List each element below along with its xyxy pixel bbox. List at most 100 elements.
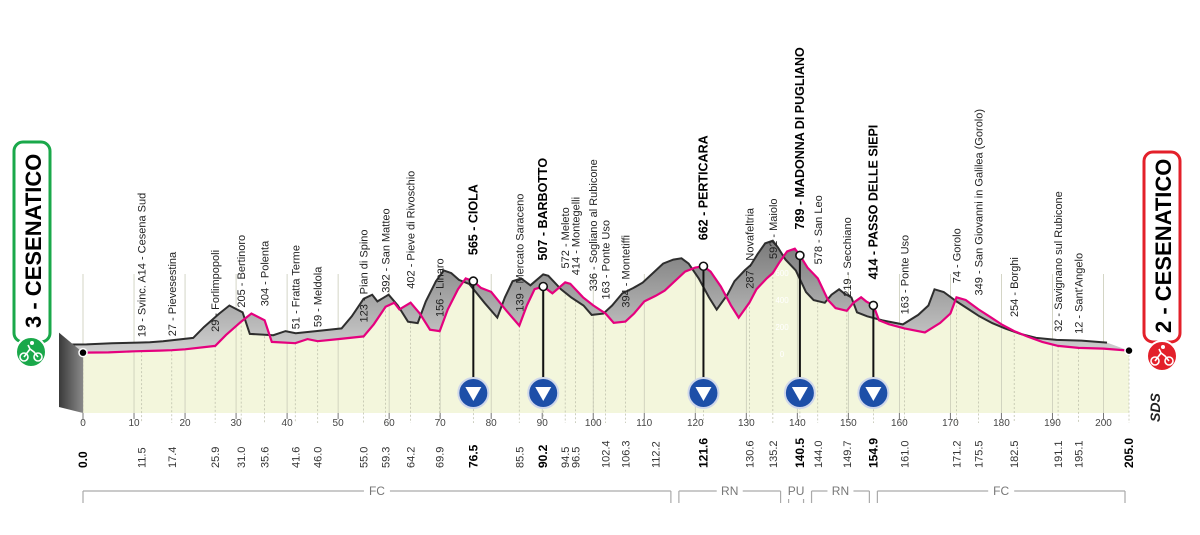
km-marker-label: 35.6 [260, 447, 272, 468]
start-point [78, 347, 88, 358]
place-label: 789 - MADONNA DI PUGLIANO [793, 47, 807, 229]
gpm-triangle-icon [465, 387, 482, 401]
climb-summit-dot [698, 261, 709, 272]
distance-tick-label: 130 [738, 418, 755, 429]
region-label: RN [721, 484, 738, 498]
sds-logo: SDS [1147, 393, 1163, 422]
km-marker-label: 140.5 [793, 438, 807, 468]
start-badge-label: 3 - CESENATICO [21, 154, 46, 328]
km-marker-label: 17.4 [167, 447, 179, 468]
distance-tick-label: 170 [942, 418, 959, 429]
distance-tick-label: 100 [585, 418, 602, 429]
distance-tick-label: 180 [993, 418, 1010, 429]
distance-tick-label: 30 [231, 418, 243, 429]
place-label: 74 - Gorolo [952, 228, 964, 283]
place-label: 414 - PASSO DELLE SIEPI [866, 125, 880, 280]
place-label: 565 - CIOLA [466, 184, 480, 255]
place-label: 254 - Borghi [1009, 257, 1021, 317]
distance-tick-label: 90 [537, 418, 549, 429]
km-marker-label: 144.0 [813, 440, 825, 468]
place-label: 27 - Pievesestina [167, 251, 179, 336]
region-label-bg [827, 485, 854, 499]
distance-tick-label: 140 [789, 418, 806, 429]
distance-tick-label: 70 [435, 418, 447, 429]
km-marker-label: 59.3 [381, 447, 393, 468]
distance-tick-label: 10 [128, 418, 140, 429]
elevation-tick-label: 600 [775, 269, 789, 278]
place-label: 51 - Fratta Terme [290, 245, 302, 329]
climb-summit-dot [795, 250, 805, 261]
distance-tick-label: 60 [384, 418, 396, 429]
km-marker-label: 149.7 [842, 440, 854, 468]
place-label: 12 - Sant'Angelo [1073, 253, 1085, 334]
cyclist-finish-icon [1146, 340, 1178, 372]
place-label: 662 - PERTICARA [696, 135, 710, 240]
place-label: 163 - Ponte Uso [600, 220, 612, 300]
elevation-tick-label: 400 [775, 296, 789, 305]
elevation-tick-label: 200 [775, 323, 789, 332]
elevation-tick-label: 0 [780, 350, 785, 359]
distance-tick-label: 0 [80, 418, 86, 429]
finish-badge: 2 - CESENATICO [1142, 150, 1182, 372]
distance-tick-label: 120 [687, 418, 704, 429]
km-marker-label: 205.0 [1122, 438, 1136, 468]
climb-summit-dot [868, 300, 879, 311]
gpm-triangle-icon [535, 387, 552, 401]
place-label: 32 - Savignano sul Rubicone [1053, 191, 1065, 332]
distance-tick-label: 40 [282, 418, 294, 429]
distance-tick-label: 160 [891, 418, 908, 429]
place-label: 156 - Linaro [435, 258, 447, 317]
place-label: 414 - Montegelli [570, 197, 582, 275]
place-label: 402 - Pieve di Rivoschio [406, 171, 418, 289]
km-marker-label: 135.2 [768, 440, 780, 468]
terrain-start-wall [59, 332, 83, 413]
km-marker-label: 171.2 [952, 440, 964, 468]
place-label: 507 - BARBOTTO [536, 158, 550, 261]
distance-tick-label: 150 [840, 418, 857, 429]
km-marker-label: 76.5 [466, 444, 480, 468]
profile-field-area [83, 248, 1129, 413]
place-label: 304 - Polenta [260, 240, 272, 306]
finish-badge-label: 2 - CESENATICO [1151, 159, 1176, 333]
place-label: 123 - Pian di Spino [359, 229, 371, 322]
km-marker-label: 106.3 [620, 440, 632, 468]
km-marker-label: 46.0 [313, 447, 325, 468]
km-marker-label: 31.0 [236, 447, 248, 468]
climb-summit-dot [468, 276, 479, 286]
distance-tick-label: 80 [486, 418, 498, 429]
km-markers: 0.0 11.5 17.4 25.9 31.0 35.6 41.6 46.0 55.0 59.3 6… [76, 438, 1136, 468]
km-marker-label: 64.2 [406, 447, 418, 468]
distance-tick-label: 200 [1095, 418, 1112, 429]
km-marker-label: 161.0 [899, 440, 911, 468]
region-label: FC [993, 484, 1009, 498]
region-label: FC [369, 484, 385, 498]
km-marker-label: 121.6 [696, 438, 710, 468]
gpm-triangle-icon [791, 387, 808, 401]
km-marker-label: 112.2 [650, 441, 662, 468]
distance-tick-label: 50 [333, 418, 345, 429]
km-marker-label: 90.2 [536, 444, 550, 468]
region-label: PU [788, 484, 805, 498]
gpm-triangle-icon [865, 387, 882, 401]
place-label: 287 - Novafeltria [744, 207, 756, 289]
km-marker-label: 130.6 [744, 440, 756, 468]
route-line [82, 247, 1130, 354]
km-marker-label: 25.9 [210, 447, 222, 468]
region-label-bg [988, 485, 1015, 499]
place-label: 349 - San Giovanni in Galilea (Gorolo) [973, 109, 985, 295]
place-label: 139 - Mercato Saraceno [514, 194, 526, 312]
km-marker-label: 85.5 [514, 447, 526, 468]
km-marker-label: 11.5 [137, 447, 149, 468]
distance-tick-label: 190 [1044, 418, 1061, 429]
km-marker-label: 55.0 [359, 447, 371, 468]
km-marker-label: 94.5 [560, 447, 572, 468]
km-marker-label: 41.6 [290, 447, 302, 468]
km-marker-label: 154.9 [866, 438, 880, 468]
km-marker-label: 195.1 [1073, 440, 1085, 468]
place-label: 392 - San Matteo [381, 208, 393, 292]
place-label: 59 - Meldola [313, 266, 325, 327]
place-label: 19 - Svinc. A14 - Cesena Sud [137, 193, 149, 337]
place-label: 336 - Sogliano al Rubicone [588, 159, 600, 291]
